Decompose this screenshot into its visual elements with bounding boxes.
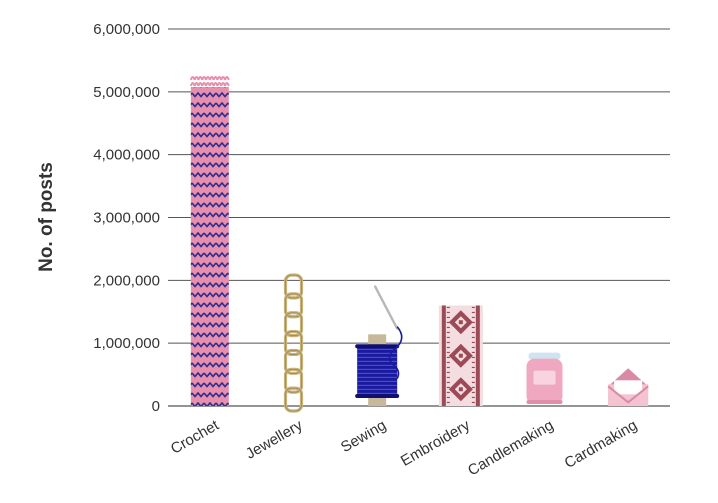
- x-tick-label: Sewing: [338, 417, 389, 456]
- bars: [189, 75, 649, 413]
- x-tick-label: Candlemaking: [465, 417, 557, 480]
- y-tick-label: 4,000,000: [93, 147, 160, 164]
- gridlines: [168, 28, 670, 407]
- y-axis-ticks: 0 1,000,000 2,000,000 3,000,000 4,000,000 5,0…: [93, 21, 160, 415]
- x-tick-label: Embroidery: [398, 416, 473, 469]
- embroidery-icon: [438, 305, 483, 406]
- y-tick-label: 3,000,000: [93, 210, 160, 227]
- thread-spool-icon: [355, 285, 403, 406]
- x-axis-categories: Crochet Jewellery Sewing EmbroideryCandlema…: [168, 416, 640, 479]
- candle-jar-icon: [526, 352, 563, 404]
- envelope-icon: [607, 368, 649, 406]
- y-tick-label: 6,000,000: [93, 21, 160, 38]
- crochet-icon: [189, 75, 230, 406]
- x-tick-label: Crochet: [168, 416, 223, 457]
- x-tick-label: Cardmaking: [562, 417, 641, 472]
- y-tick-label: 2,000,000: [93, 272, 160, 289]
- chain-icon: [283, 273, 304, 413]
- y-tick-label: 1,000,000: [93, 335, 160, 352]
- y-tick-label: 5,000,000: [93, 84, 160, 101]
- y-tick-label: 0: [152, 398, 160, 415]
- y-axis-title: No. of posts: [36, 162, 57, 272]
- x-tick-label: Jewellery: [243, 416, 306, 462]
